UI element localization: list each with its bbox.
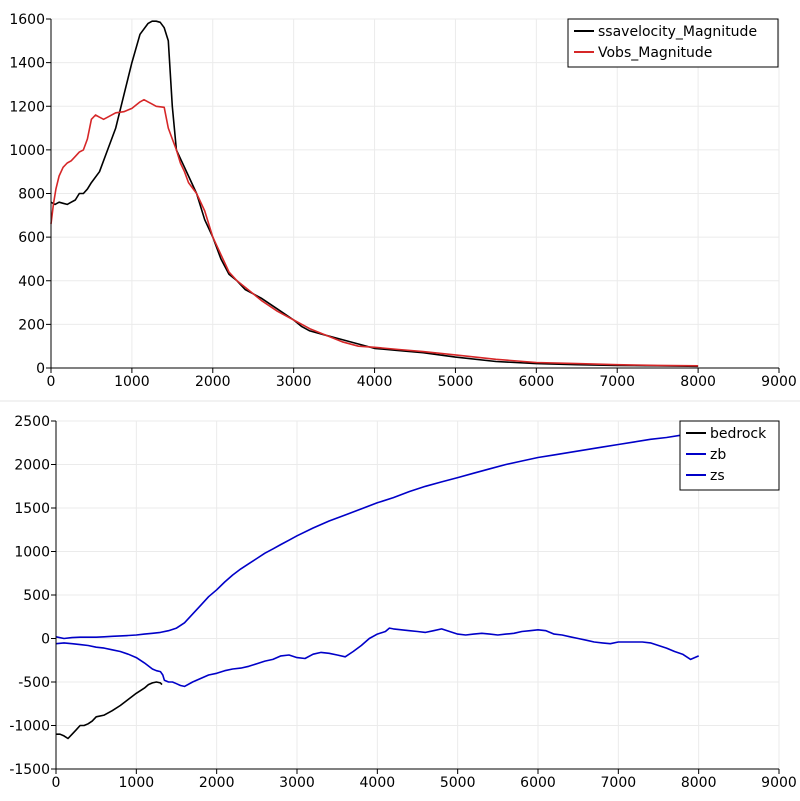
x-tick-label: 8000 (680, 374, 716, 390)
y-tick-label: 800 (18, 187, 45, 203)
legend-entry: zs (710, 468, 725, 484)
x-tick-label: 4000 (360, 775, 396, 791)
x-tick-label: 5000 (438, 374, 474, 390)
y-tick-label: 1600 (9, 12, 45, 28)
series-line-bedrock (56, 681, 163, 740)
legend: ssavelocity_Magnitude Vobs_Magnitude (567, 18, 779, 68)
legend-entry: bedrock (710, 426, 767, 442)
x-tick-label: 0 (52, 775, 61, 791)
x-tick-label: 5000 (440, 775, 476, 791)
y-tick-label: 1200 (9, 99, 45, 115)
x-tick-label: 7000 (601, 775, 637, 791)
x-tick-label: 6000 (520, 775, 556, 791)
velocity-chart: 0 1000 2000 3000 4000 5000 6000 7000 8000 9000 0 20… (9, 12, 796, 390)
x-tick-label: 3000 (276, 374, 312, 390)
y-tick-label: 2500 (14, 414, 50, 430)
y-tick-label: 0 (41, 632, 50, 648)
y-tick-label: 500 (23, 588, 50, 604)
y-tick-label: 1400 (9, 56, 45, 72)
x-tick-label: 1000 (114, 374, 150, 390)
y-tick-label: 2000 (14, 458, 50, 474)
series-line-zb (55, 627, 700, 688)
x-tick-label: 2000 (199, 775, 235, 791)
x-tick-label: 6000 (519, 374, 555, 390)
y-tick-label: -500 (18, 675, 50, 691)
series-line-vobs-magnitude (50, 98, 699, 367)
x-tick-label: 7000 (599, 374, 635, 390)
y-tick-label: -1500 (9, 762, 50, 778)
series-line-zs (55, 432, 699, 640)
y-tick-label: 600 (18, 230, 45, 246)
x-tick-label: 3000 (279, 775, 315, 791)
y-tick-label: 400 (18, 274, 45, 290)
y-tick-label: 1500 (14, 501, 50, 517)
y-tick-label: -1000 (9, 719, 50, 735)
x-tick-label: 9000 (761, 775, 797, 791)
x-tick-label: 0 (47, 374, 56, 390)
x-tick-label: 1000 (119, 775, 155, 791)
x-tick-label: 2000 (195, 374, 231, 390)
y-tick-label: 200 (18, 317, 45, 333)
x-tick-label: 8000 (681, 775, 717, 791)
series-line-ssavelocity-magnitude (50, 20, 699, 368)
legend-entry: Vobs_Magnitude (598, 45, 712, 61)
legend: bedrock zb zs (679, 420, 780, 491)
y-tick-label: 1000 (9, 143, 45, 159)
x-tick-label: 9000 (761, 374, 797, 390)
x-tick-label: 4000 (357, 374, 393, 390)
legend-entry: zb (710, 447, 726, 463)
y-tick-label: 1000 (14, 545, 50, 561)
elevation-chart: 0 1000 2000 3000 4000 5000 6000 7000 8000 9000-15… (9, 414, 797, 791)
legend-box (567, 18, 779, 68)
y-tick-label: 0 (36, 361, 45, 377)
legend-entry: ssavelocity_Magnitude (598, 24, 757, 40)
